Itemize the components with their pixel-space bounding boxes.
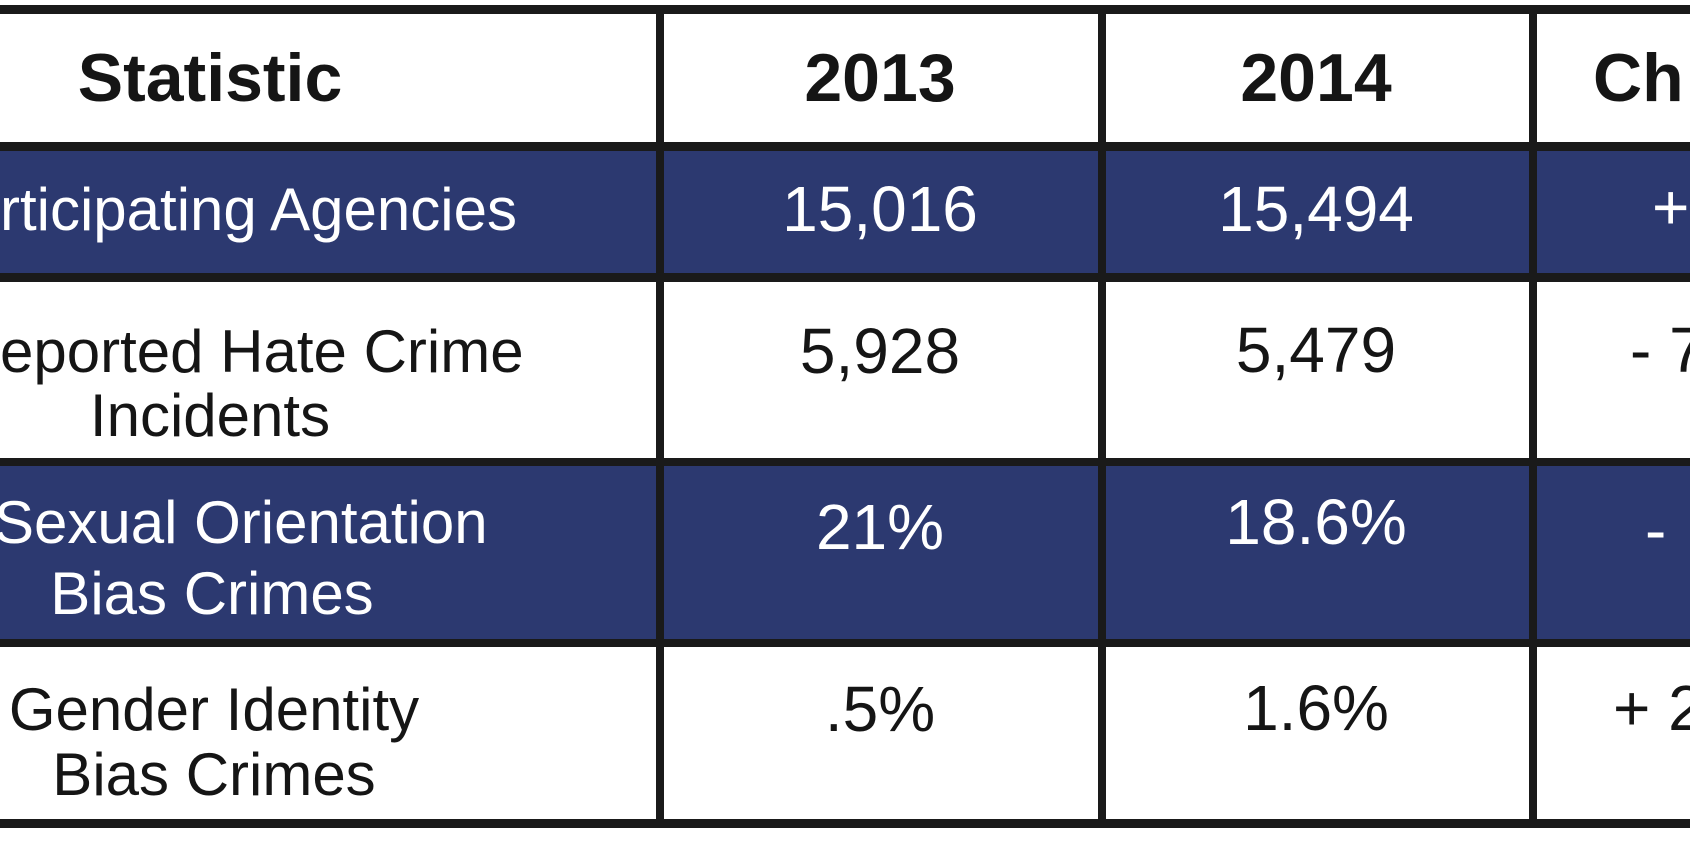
header-cell-2014: 2014 [1240,40,1392,116]
cell-2014-value: 18.6% [1225,486,1407,558]
row-label-line2: Bias Crimes [50,560,374,627]
table-border-horizontal [0,639,1690,647]
cell-2014-value: 5,479 [1235,314,1397,386]
cell-2014-value: 1.6% [1243,672,1389,744]
table-border-bottom [0,819,1690,828]
table-border-horizontal [0,458,1690,466]
header-cell-change: Ch [1593,40,1684,116]
row-label-line1: Sexual Orientation [0,489,488,556]
cell-change-value: + [1652,171,1690,243]
header-cell-statistic: Statistic [77,40,343,116]
row-label-line1: Gender Identity [8,676,420,743]
table-border-vertical [656,5,664,828]
table-border-vertical [1098,5,1106,828]
header-cell-2013: 2013 [804,40,956,116]
cell-2013-value: .5% [824,673,936,745]
cell-change-value: - [1645,494,1667,566]
cell-2014-value: 15,494 [1218,173,1414,245]
cell-2013-value: 5,928 [799,315,961,387]
row-highlight-band [0,466,1690,639]
table-border-horizontal [0,273,1690,282]
cell-change-value: + 2 [1613,672,1690,744]
row-label-line2: Bias Crimes [52,741,376,808]
cell-change-value: - 7 [1630,314,1690,386]
table-border-vertical [1529,5,1537,828]
cell-2013-value: 21% [815,491,945,563]
row-label: rticipating Agencies [0,176,517,243]
cell-2013-value: 15,016 [782,173,978,245]
row-label-line1: eported Hate Crime [0,318,524,385]
row-label-line2: Incidents [89,382,331,449]
row-highlight-band [0,151,1690,273]
table-border-top [0,5,1690,14]
table-border-horizontal [0,142,1690,151]
